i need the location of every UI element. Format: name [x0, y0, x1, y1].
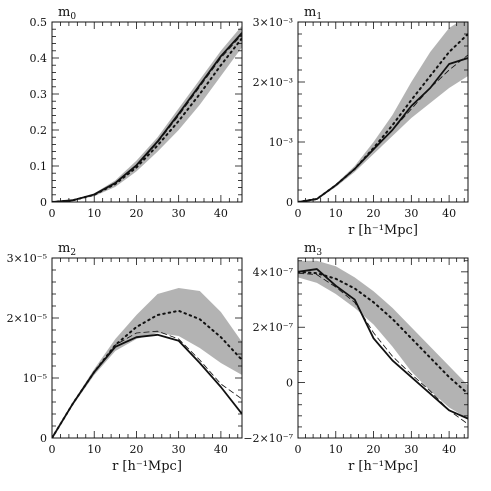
- x-tick-label: 40: [214, 207, 228, 220]
- x-tick-label: 20: [367, 207, 381, 220]
- panel-1: 0 10 20 30 40 0 10⁻³ 2×10⁻³ 3×10⁻³ m1 r [h⁻¹Mpc]: [253, 5, 469, 238]
- axes-frame: [51, 257, 243, 439]
- series-line-solid-thin: [298, 272, 468, 425]
- confidence-band: [298, 22, 468, 202]
- x-tick-label: 30: [172, 443, 186, 456]
- panel-title: m0: [58, 5, 76, 22]
- x-tick-label: 20: [129, 443, 143, 456]
- panel-2: 0 10 20 30 40 0 10⁻⁵ 2×10⁻⁵ 3×10⁻⁵ m2 r [h⁻¹Mpc]: [7, 241, 243, 474]
- x-tick-label: 0: [295, 207, 302, 220]
- y-tick-label: 0.4: [30, 52, 48, 65]
- x-tick-label: 40: [442, 443, 456, 456]
- y-tick-label: 2×10⁻⁷: [253, 321, 294, 334]
- axes-frame: [297, 21, 469, 203]
- y-tick-label: 3×10⁻⁵: [7, 252, 47, 265]
- axes-frame: [297, 257, 469, 439]
- y-tick-label: 2×10⁻³: [253, 76, 293, 89]
- y-tick-label: 0: [40, 196, 47, 209]
- x-axis-label: r [h⁻¹Mpc]: [348, 459, 418, 474]
- panel-0: 0 10 20 30 40 0 0.1 0.2 0.3 0.4 0.5 m0: [30, 5, 243, 220]
- x-tick-label: 10: [87, 443, 101, 456]
- confidence-band: [52, 25, 242, 202]
- y-tick-label: 10⁻³: [269, 136, 293, 149]
- x-tick-label: 30: [172, 207, 186, 220]
- series-line-solid-thin: [52, 34, 242, 202]
- x-tick-label: 10: [329, 207, 343, 220]
- plot-area: [52, 25, 242, 202]
- x-axis-label: r [h⁻¹Mpc]: [348, 223, 418, 238]
- x-tick-label: 10: [329, 443, 343, 456]
- x-axis-label: r [h⁻¹Mpc]: [112, 459, 182, 474]
- x-tick-label: 30: [404, 207, 418, 220]
- panel-title: m1: [304, 5, 322, 22]
- confidence-band: [52, 288, 242, 438]
- panel-title-subscript: 2: [70, 248, 76, 258]
- x-tick-label: 0: [49, 207, 56, 220]
- confidence-band: [298, 260, 468, 419]
- x-tick-label: 10: [87, 207, 101, 220]
- y-tick-label: 2×10⁻⁵: [7, 312, 47, 325]
- series-line-dotted: [298, 33, 468, 202]
- panel-title-subscript: 1: [316, 12, 322, 22]
- plot-area: [52, 288, 242, 438]
- y-tick-label: 10⁻⁵: [23, 372, 47, 385]
- series-line-dotted: [298, 270, 468, 395]
- y-tick-label: 0.5: [30, 16, 48, 29]
- plot-area: [298, 22, 468, 202]
- y-tick-label: 0: [286, 377, 293, 390]
- x-tick-label: 0: [49, 443, 56, 456]
- series-line-solid-thin: [52, 330, 242, 438]
- series-line-solid-thick: [52, 32, 242, 202]
- series-line-solid-thick: [298, 268, 468, 420]
- axes-frame: [51, 21, 243, 203]
- panel-title: m2: [58, 241, 76, 258]
- panel-title: m3: [304, 241, 322, 258]
- x-tick-label: 20: [367, 443, 381, 456]
- panel-title-subscript: 0: [70, 12, 76, 22]
- x-tick-label: 0: [295, 443, 302, 456]
- y-tick-label: 0: [40, 432, 47, 445]
- x-tick-label: 20: [129, 207, 143, 220]
- y-tick-label: 0.1: [30, 160, 48, 173]
- y-tick-label: 3×10⁻³: [253, 16, 293, 29]
- x-tick-label: 40: [214, 443, 228, 456]
- plot-area: [298, 260, 468, 425]
- y-tick-label: 0.2: [30, 124, 48, 137]
- x-tick-label: 40: [442, 207, 456, 220]
- y-tick-label: 0: [286, 196, 293, 209]
- y-tick-label: 4×10⁻⁷: [253, 266, 294, 279]
- y-tick-label: 0.3: [30, 88, 48, 101]
- x-tick-label: 30: [404, 443, 418, 456]
- y-tick-label: −2×10⁻⁷: [243, 432, 293, 445]
- panel-title-subscript: 3: [316, 248, 322, 258]
- series-line-solid-thin: [298, 54, 468, 202]
